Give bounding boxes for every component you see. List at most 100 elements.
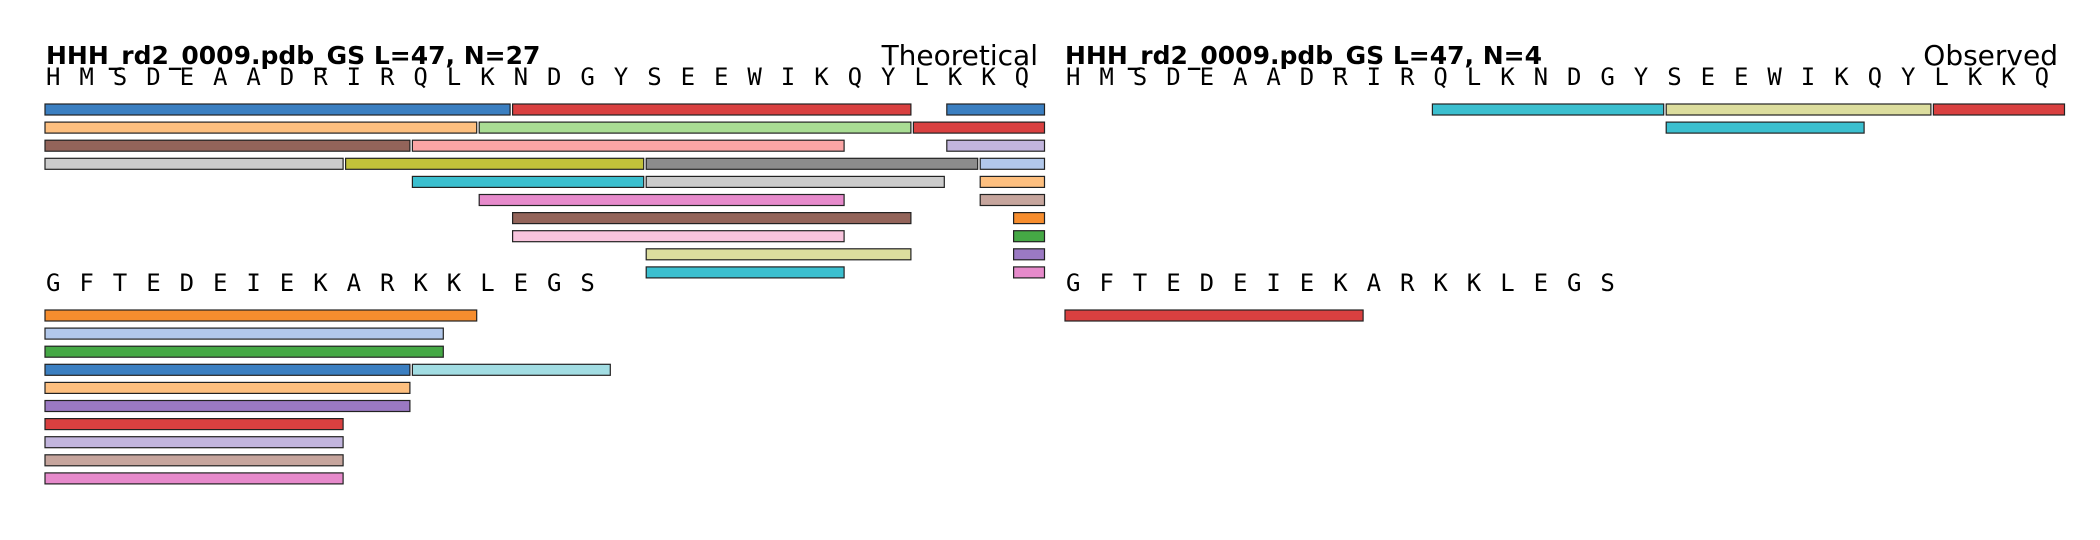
peptide-bar — [44, 399, 411, 413]
peptide-bar — [44, 327, 444, 340]
peptide-bar — [1665, 103, 1932, 116]
residue-letter: I — [246, 269, 260, 297]
residue-letter: K — [1500, 63, 1515, 91]
residue-letter: G — [1066, 269, 1080, 297]
peptide-bar — [645, 175, 945, 188]
residue-letter: H — [46, 63, 60, 91]
residue-letter: Q — [1868, 63, 1882, 91]
residue-letter: K — [1968, 63, 1983, 91]
residue-letter: H — [1066, 63, 1080, 91]
residue-letter: K — [2001, 63, 2016, 91]
residue-letter: T — [1133, 269, 1147, 297]
residue-letter: E — [681, 63, 695, 91]
residue-letter: E — [213, 269, 227, 297]
residue-letter: I — [1801, 63, 1815, 91]
residue-letter: G — [1600, 63, 1614, 91]
residue-letter: D — [1300, 63, 1314, 91]
residue-letter: K — [1834, 63, 1849, 91]
residue-letter: E — [514, 269, 528, 297]
residue-letter: S — [1600, 269, 1614, 297]
residue-letter: L — [1500, 269, 1514, 297]
residue-letter: E — [1300, 269, 1314, 297]
residue-letter: E — [1701, 63, 1715, 91]
peptide-bar — [979, 157, 1046, 170]
peptide-bar — [1012, 230, 1046, 243]
peptide-bar — [44, 363, 411, 376]
peptide-bar — [1012, 212, 1046, 225]
residue-letter: I — [1266, 269, 1280, 297]
residue-letter: K — [981, 63, 996, 91]
peptide-bar — [511, 103, 912, 116]
residue-letter: Y — [614, 63, 629, 91]
residue-letter: Q — [2035, 63, 2049, 91]
residue-letter: W — [747, 63, 762, 91]
residue-letter: D — [1567, 63, 1581, 91]
peptide-bar — [1012, 266, 1046, 279]
residue-letter: D — [280, 63, 294, 91]
residue-letter: L — [1467, 63, 1481, 91]
peptide-bar — [44, 121, 478, 134]
peptide-bar — [979, 175, 1046, 188]
peptide-bar — [946, 103, 1046, 116]
panel-title: HHH_rd2_0009.pdb_GS L=47, N=27 — [46, 41, 540, 70]
residue-letter: N — [1534, 63, 1548, 91]
residue-letter: A — [213, 63, 228, 91]
peptide-bar — [645, 248, 912, 261]
residue-letter: R — [380, 269, 395, 297]
peptide-bar — [511, 230, 845, 243]
residue-letter: L — [480, 269, 494, 297]
residue-letter: Q — [848, 63, 862, 91]
residue-letter: S — [1667, 63, 1681, 91]
residue-letter: D — [547, 63, 561, 91]
peptide-bar — [1431, 103, 1665, 116]
residue-letter: R — [1400, 63, 1415, 91]
residue-letter: A — [1233, 63, 1248, 91]
residue-letter: R — [1333, 63, 1348, 91]
peptide-bar — [979, 193, 1046, 207]
residue-letter: Q — [1015, 63, 1029, 91]
residue-letter: A — [246, 63, 261, 91]
residue-letter: G — [1567, 269, 1581, 297]
peptide-bar — [44, 157, 344, 170]
residue-letter: A — [1266, 63, 1281, 91]
peptide-bar — [912, 121, 1046, 134]
residue-letter: L — [914, 63, 928, 91]
residue-letter: S — [647, 63, 661, 91]
residue-letter: R — [1400, 269, 1415, 297]
peptide-bar — [511, 212, 912, 225]
residue-letter: S — [1133, 63, 1147, 91]
residue-letter: N — [514, 63, 528, 91]
peptide-bar — [645, 157, 979, 170]
peptide-bar — [44, 418, 344, 431]
residue-letter: S — [580, 269, 594, 297]
residue-letter: K — [313, 269, 328, 297]
residue-letter: E — [1233, 269, 1247, 297]
peptide-bar — [946, 139, 1046, 152]
residue-letter: Q — [1433, 63, 1447, 91]
peptide-bar — [1012, 248, 1046, 261]
peptide-bar — [411, 175, 645, 188]
residue-letter: W — [1767, 63, 1782, 91]
residue-letter: E — [280, 269, 294, 297]
residue-letter: Y — [1634, 63, 1649, 91]
residue-letter: Y — [881, 63, 896, 91]
residue-letter: M — [79, 63, 93, 91]
residue-letter: G — [580, 63, 594, 91]
peptide-bar — [44, 309, 478, 322]
peptide-bar — [1932, 103, 2066, 116]
residue-letter: K — [1333, 269, 1348, 297]
residue-letter: K — [480, 63, 495, 91]
residue-letter: A — [347, 269, 362, 297]
residue-letter: I — [347, 63, 361, 91]
panel-title: HHH_rd2_0009.pdb_GS L=47, N=4 — [1065, 41, 1542, 70]
residue-letter: D — [146, 63, 160, 91]
residue-letter: E — [1734, 63, 1748, 91]
residue-letter: Y — [1901, 63, 1916, 91]
residue-letter: E — [714, 63, 728, 91]
theoretical-panel: HHH_rd2_0009.pdb_GS L=47, N=27 Theoretic… — [44, 39, 1046, 485]
residue-letter: L — [1934, 63, 1948, 91]
peptide-bar — [345, 157, 645, 170]
panel-label: Observed — [1923, 39, 2058, 72]
